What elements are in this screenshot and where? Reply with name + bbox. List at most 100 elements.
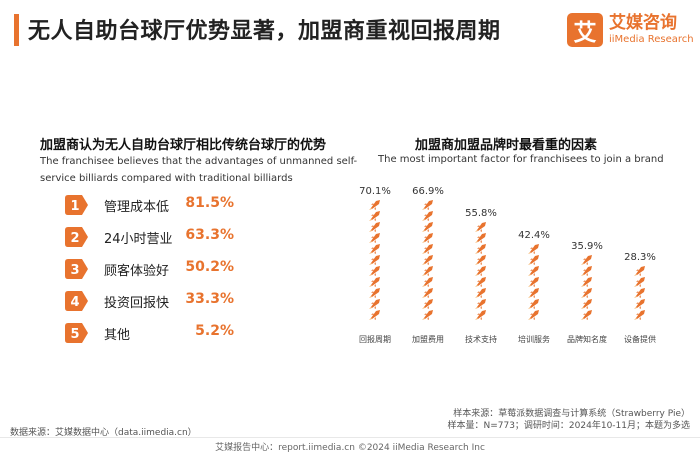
advantage-item: 5 其他 5.2% [64, 321, 274, 345]
number-badge-icon: 2 [65, 227, 88, 247]
rocket-icon [369, 266, 380, 276]
rocket-icon [422, 299, 433, 309]
category-label: 品牌知名度 [567, 334, 607, 344]
rocket-icon [369, 288, 380, 298]
number-badge-icon: 4 [65, 291, 88, 311]
rocket-icon [422, 277, 433, 287]
rocket-icon [475, 222, 486, 232]
rocket-icon [581, 255, 592, 265]
footer-divider [0, 437, 700, 438]
rocket-icon [528, 277, 539, 287]
bar-4 [528, 244, 539, 320]
number-badge-icon: 5 [65, 323, 88, 343]
rocket-icon [422, 255, 433, 265]
advantage-item: 1 管理成本低 81.5% [64, 193, 274, 217]
advantage-value: 81.5% [185, 195, 234, 211]
svg-text:4: 4 [70, 295, 79, 310]
bar-3 [475, 222, 486, 320]
rocket-icon [475, 299, 486, 309]
rocket-icon [422, 244, 433, 254]
page-title: 无人自助台球厅优势显著，加盟商重视回报周期 [28, 19, 501, 44]
rocket-icon [581, 310, 592, 320]
footer-text: 艾媒报告中心：report.iimedia.cn ©2024 iiMedia R… [215, 443, 485, 453]
brand-logo: 艾 艾媒咨询 iiMedia Research [567, 13, 694, 47]
bar-5 [581, 255, 592, 320]
bar-value-label: 35.9% [571, 241, 603, 252]
logo-en-text: iiMedia Research [609, 34, 694, 45]
logo-cn-text: 艾媒咨询 [609, 13, 677, 33]
bar-value-label: 55.8% [465, 208, 497, 219]
left-panel-title: 加盟商认为无人自助台球厅相比传统台球厅的优势 [40, 138, 327, 153]
category-label: 培训服务 [518, 334, 550, 344]
rocket-icon [475, 277, 486, 287]
advantage-label: 24小时营业 [104, 232, 173, 247]
rocket-icon [422, 200, 433, 210]
chart-title: 加盟商加盟品牌时最看重的因素 [415, 138, 598, 153]
category-label: 设备提供 [624, 334, 656, 344]
logo-mark-icon: 艾 [567, 13, 603, 47]
advantage-value: 50.2% [185, 259, 234, 275]
rocket-icon [475, 266, 486, 276]
rocket-icon [369, 277, 380, 287]
rocket-icon [475, 233, 486, 243]
rocket-icon [581, 299, 592, 309]
data-source-note: 数据来源：艾媒数据中心（data.iimedia.cn） [10, 428, 197, 438]
rocket-icon [422, 266, 433, 276]
sample-source-note: 样本来源：草莓派数据调查与计算系统（Strawberry Pie） [453, 409, 690, 419]
svg-text:5: 5 [70, 327, 79, 342]
rocket-icon [422, 211, 433, 221]
rocket-icon [528, 255, 539, 265]
rocket-icon [475, 288, 486, 298]
bar-value-label: 28.3% [624, 252, 656, 263]
advantage-item: 3 顾客体验好 50.2% [64, 257, 274, 281]
rocket-icon [369, 200, 380, 210]
advantage-item: 2 24小时营业 63.3% [64, 225, 274, 249]
title-accent-bar [14, 14, 19, 46]
rocket-icon [369, 299, 380, 309]
rocket-icon [634, 277, 645, 287]
rocket-icon [422, 233, 433, 243]
rocket-icon [475, 244, 486, 254]
bar-6 [634, 266, 645, 320]
advantage-item: 4 投资回报快 33.3% [64, 289, 274, 313]
factor-chart: 70.1% 回报周期 66.9% 加盟费用 55.8% 技术支持 42.4% 培训服务 35.9… [359, 186, 656, 344]
svg-text:3: 3 [70, 263, 79, 278]
rocket-icon [528, 299, 539, 309]
rocket-icon [475, 310, 486, 320]
sample-info-note: 样本量：N=773；调研时间：2024年10-11月；本题为多选 [447, 421, 690, 431]
rocket-icon [528, 266, 539, 276]
advantage-label: 管理成本低 [104, 200, 170, 215]
rocket-icon [528, 244, 539, 254]
rocket-icon [528, 288, 539, 298]
left-panel-subtitle-2: service billiards compared with traditio… [40, 173, 293, 184]
category-label: 回报周期 [359, 334, 391, 344]
left-panel-subtitle-1: The franchisee believes that the advanta… [40, 156, 358, 167]
rocket-icon [634, 299, 645, 309]
rocket-icon [581, 277, 592, 287]
chart-subtitle: The most important factor for franchisee… [378, 154, 664, 165]
rocket-icon [634, 288, 645, 298]
rocket-icon [581, 266, 592, 276]
rocket-icon [634, 266, 645, 276]
number-badge-icon: 1 [65, 195, 88, 215]
category-label: 技术支持 [465, 334, 497, 344]
svg-text:2: 2 [70, 231, 79, 246]
rocket-icon [634, 310, 645, 320]
rocket-icon [369, 244, 380, 254]
svg-text:1: 1 [70, 199, 79, 214]
rocket-icon [369, 310, 380, 320]
bar-value-label: 70.1% [359, 186, 391, 197]
rocket-icon [369, 233, 380, 243]
rocket-icon [369, 211, 380, 221]
advantage-value: 33.3% [185, 291, 234, 307]
advantage-value: 63.3% [185, 227, 234, 243]
rocket-icon [369, 222, 380, 232]
rocket-icon [422, 310, 433, 320]
advantage-value: 5.2% [195, 323, 234, 339]
advantage-label: 顾客体验好 [104, 264, 170, 279]
bar-value-label: 42.4% [518, 230, 550, 241]
rocket-icon [528, 310, 539, 320]
number-badge-icon: 3 [65, 259, 88, 279]
advantage-label: 其他 [104, 328, 131, 343]
category-label: 加盟费用 [412, 334, 444, 344]
